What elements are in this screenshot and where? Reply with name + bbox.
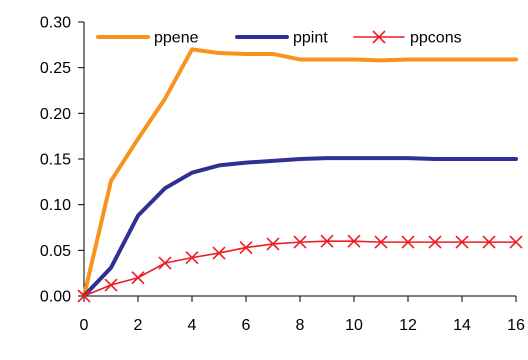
series-line-ppene — [82, 47, 518, 298]
x-tick-label: 6 — [242, 317, 251, 334]
data-point-ppcons — [401, 235, 415, 249]
x-marker-stroke — [293, 235, 307, 249]
y-tick-label: 0.10 — [40, 197, 71, 214]
data-point-ppcons — [428, 235, 442, 249]
data-point-ppcons — [131, 271, 145, 285]
data-point-ppcons — [158, 256, 172, 270]
x-tick-label: 2 — [134, 317, 143, 334]
x-marker-stroke — [372, 30, 386, 44]
x-tick-label: 14 — [453, 317, 471, 334]
y-axis-ticks: 0.00 0.05 0.10 0.15 0.20 0.25 0.30 — [40, 15, 84, 306]
x-marker-stroke — [374, 235, 388, 249]
x-marker-stroke — [455, 235, 469, 249]
y-tick-label: 0.00 — [40, 289, 71, 306]
legend-label: ppint — [293, 30, 328, 47]
data-point-ppcons — [104, 278, 118, 292]
legend-item-ppcons: ppcons — [353, 30, 462, 47]
x-marker-stroke — [158, 256, 172, 270]
y-tick-label: 0.20 — [40, 106, 71, 123]
data-point-ppcons — [320, 234, 334, 248]
x-marker-stroke — [131, 271, 145, 285]
series-line-ppint — [82, 156, 518, 298]
x-tick-label: 10 — [345, 317, 363, 334]
x-marker-stroke — [185, 251, 199, 265]
x-marker-stroke — [320, 234, 334, 248]
x-tick-label: 4 — [188, 317, 197, 334]
x-marker-stroke — [347, 234, 361, 248]
legend-item-ppint: ppint — [235, 30, 328, 47]
data-point-ppcons — [77, 289, 91, 303]
legend-item-ppene: ppene — [96, 30, 199, 47]
data-point-ppcons — [266, 237, 280, 251]
x-marker-stroke — [401, 235, 415, 249]
legend-label: ppcons — [410, 30, 462, 47]
x-marker-stroke — [239, 241, 253, 255]
y-tick-label: 0.30 — [40, 15, 71, 32]
data-point-ppcons — [482, 235, 496, 249]
data-point-ppcons — [212, 246, 226, 260]
data-point-ppcons — [347, 234, 361, 248]
legend-marker — [372, 30, 386, 44]
x-axis-ticks: 0 2 4 6 8 10 12 14 16 — [80, 296, 525, 334]
x-tick-label: 0 — [80, 317, 89, 334]
x-tick-label: 16 — [507, 317, 525, 334]
x-tick-label: 8 — [296, 317, 305, 334]
data-point-ppcons — [185, 251, 199, 265]
y-tick-label: 0.25 — [40, 60, 71, 77]
series-line-ppcons — [83, 240, 517, 297]
data-point-ppcons — [239, 241, 253, 255]
data-point-ppcons — [509, 235, 523, 249]
data-point-ppcons — [374, 235, 388, 249]
x-tick-label: 12 — [399, 317, 417, 334]
legend-label: ppene — [154, 30, 199, 47]
y-tick-label: 0.15 — [40, 152, 71, 169]
x-marker-stroke — [77, 289, 91, 303]
x-marker-stroke — [509, 235, 523, 249]
y-tick-label: 0.05 — [40, 243, 71, 260]
x-marker-stroke — [266, 237, 280, 251]
series-layer — [77, 47, 523, 303]
x-marker-stroke — [104, 278, 118, 292]
data-point-ppcons — [455, 235, 469, 249]
legend: ppene ppint ppcons — [96, 30, 462, 47]
x-marker-stroke — [482, 235, 496, 249]
x-marker-stroke — [212, 246, 226, 260]
x-marker-stroke — [428, 235, 442, 249]
data-point-ppcons — [293, 235, 307, 249]
